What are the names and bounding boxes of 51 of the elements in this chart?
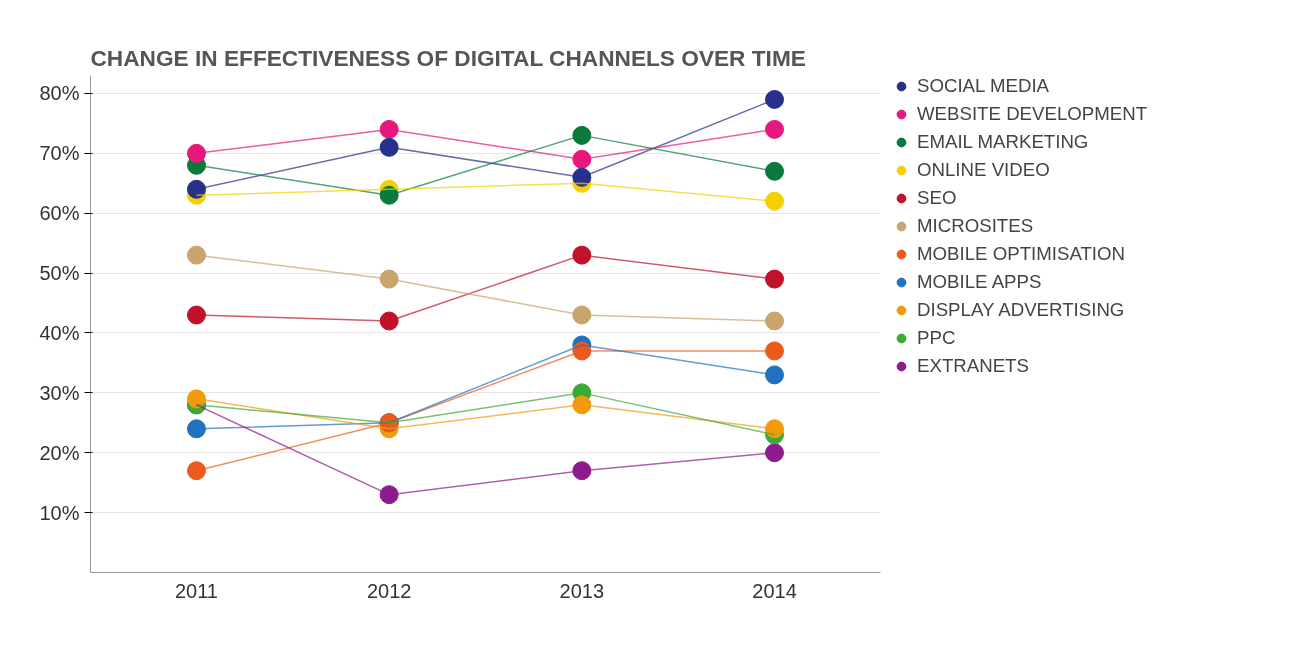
legend-label: PPC (917, 327, 956, 349)
y-tick-label: 20% (39, 441, 80, 464)
x-tick-label: 2013 (559, 579, 605, 602)
chart-title: CHANGE IN EFFECTIVENESS OF DIGITAL CHANNELS OVER TIME (90, 44, 806, 71)
point (379, 137, 399, 157)
y-tick-label: 40% (39, 321, 80, 344)
point (765, 89, 785, 109)
point (186, 179, 206, 199)
x-tick-label: 2014 (752, 579, 797, 602)
point (572, 305, 592, 325)
legend-label: ONLINE VIDEO (917, 159, 1050, 181)
point (572, 461, 592, 481)
point (186, 389, 206, 409)
point (765, 311, 785, 331)
point (572, 125, 592, 145)
y-tick-label: 10% (39, 501, 80, 524)
legend-label: WEBSITE DEVELOPMENT (917, 103, 1148, 125)
point (765, 269, 785, 289)
point (379, 269, 399, 289)
x-tick-label: 2011 (174, 579, 218, 602)
point (186, 461, 206, 481)
point (186, 245, 206, 265)
point (379, 485, 399, 505)
point (186, 143, 206, 163)
legend-label: EXTRANETS (917, 355, 1029, 377)
y-tick-label: 70% (39, 142, 80, 165)
legend-label: MOBILE APPS (917, 271, 1042, 293)
point (379, 311, 399, 331)
point (765, 365, 785, 385)
point (765, 119, 785, 139)
legend-label: SEO (917, 187, 957, 209)
point (572, 395, 592, 415)
legend-label: MICROSITES (917, 215, 1034, 237)
point (379, 119, 399, 139)
y-tick-label: 50% (39, 262, 80, 285)
legend-label: MOBILE OPTIMISATION (917, 243, 1126, 265)
point (765, 161, 785, 181)
point (765, 341, 785, 361)
y-tick-label: 30% (39, 381, 80, 404)
point (765, 419, 785, 439)
legend-label: DISPLAY ADVERTISING (917, 299, 1125, 321)
point (186, 419, 206, 439)
y-tick-label: 60% (39, 202, 80, 225)
x-tick-label: 2012 (366, 579, 412, 602)
point (572, 245, 592, 265)
point (765, 443, 785, 463)
point (186, 305, 206, 325)
legend-label: SOCIAL MEDIA (917, 75, 1050, 97)
y-tick-label: 80% (39, 82, 80, 105)
point (765, 191, 785, 211)
legend-label: EMAIL MARKETING (917, 131, 1089, 153)
